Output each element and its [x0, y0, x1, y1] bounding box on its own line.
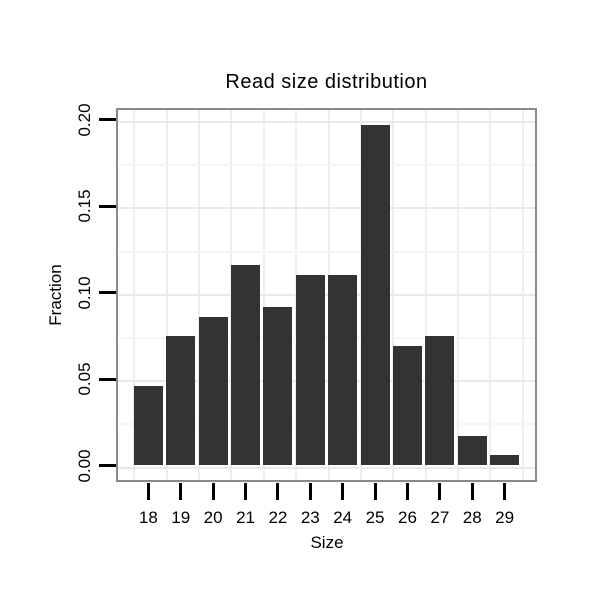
x-axis-tick	[276, 483, 280, 500]
bar-22	[263, 306, 293, 466]
x-tick-label: 20	[203, 508, 223, 527]
x-axis-title: Size	[310, 533, 344, 552]
major-gridline	[118, 380, 535, 383]
x-axis-tick	[211, 483, 215, 500]
major-gridline	[118, 120, 535, 123]
bar-28	[457, 436, 487, 466]
x-axis-tick	[503, 483, 507, 500]
x-axis-tick	[438, 483, 442, 500]
plot-panel	[116, 108, 537, 482]
y-axis-tick	[99, 377, 116, 381]
bar-25	[360, 125, 390, 466]
bar-24	[328, 275, 358, 466]
x-tick-label: 29	[495, 508, 515, 527]
y-tick-label: 0.10	[75, 276, 94, 310]
x-axis-tick	[470, 483, 474, 500]
bar-20	[198, 316, 228, 466]
x-tick-label: 22	[268, 508, 288, 527]
y-axis-tick	[99, 118, 116, 122]
major-gridline	[118, 466, 535, 469]
minor-gridline	[118, 164, 535, 167]
y-tick-label: 0.00	[75, 448, 94, 483]
x-tick-label: 27	[430, 508, 450, 527]
x-axis-tick	[341, 483, 345, 500]
x-tick-label: 25	[365, 508, 385, 527]
y-axis-tick	[99, 204, 116, 208]
x-tick-label: 19	[171, 508, 191, 527]
x-axis-tick	[244, 483, 248, 500]
bar-18	[133, 386, 163, 466]
y-axis-tick	[99, 291, 116, 295]
chart-title: Read size distribution	[225, 71, 428, 93]
x-tick-label: 21	[236, 508, 255, 527]
bar-26	[392, 346, 422, 466]
y-axis-tick	[99, 464, 116, 467]
x-axis-tick	[405, 483, 409, 500]
y-tick-label: 0.20	[75, 103, 94, 137]
bar-21	[231, 265, 261, 466]
x-tick-label: 23	[300, 508, 320, 527]
x-tick-label: 28	[462, 508, 482, 527]
bar-23	[295, 275, 325, 466]
x-axis-tick	[373, 483, 377, 500]
x-axis-tick	[308, 483, 312, 500]
x-tick-label: 18	[138, 508, 158, 527]
x-axis-tick	[179, 483, 183, 500]
x-tick-label: 24	[333, 508, 353, 527]
major-gridline	[118, 293, 535, 296]
bar-29	[490, 455, 520, 466]
y-axis-title: Fraction	[46, 264, 65, 326]
minor-gridline	[118, 250, 535, 253]
minor-gridline	[118, 423, 535, 426]
x-tick-label: 26	[397, 508, 417, 527]
major-gridline	[118, 207, 535, 210]
y-tick-label: 0.15	[75, 189, 94, 223]
y-tick-label: 0.05	[75, 362, 94, 396]
bar-27	[425, 335, 455, 466]
bar-19	[166, 335, 196, 466]
x-axis-tick	[146, 483, 150, 500]
minor-gridline	[118, 336, 535, 339]
